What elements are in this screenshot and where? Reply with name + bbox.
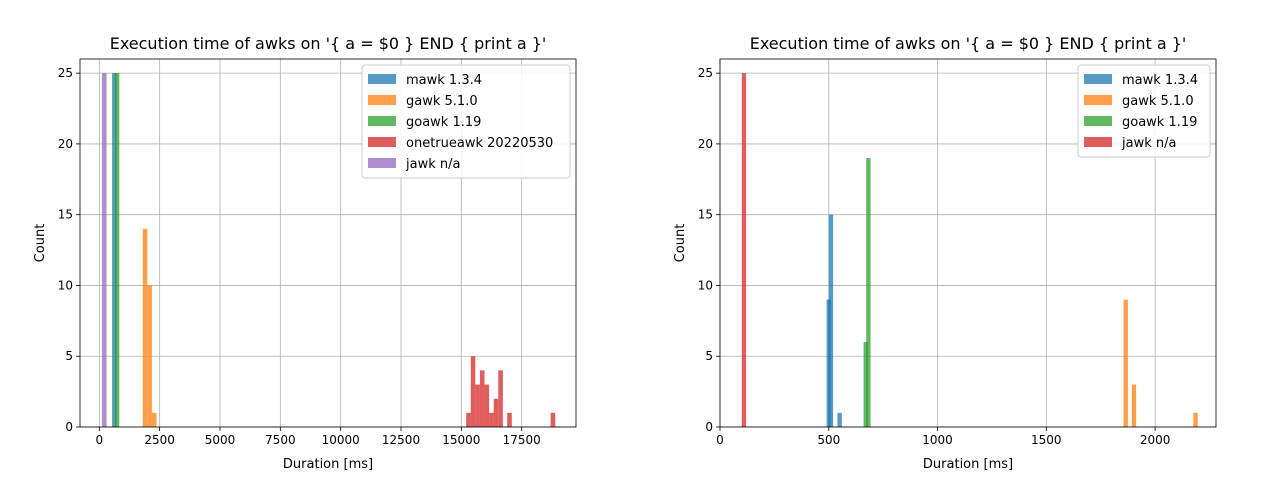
chart-left-legend-swatch <box>368 95 396 105</box>
chart-left-legend-swatch <box>368 137 396 147</box>
chart-left-xtick-label: 15000 <box>442 433 480 447</box>
chart-left-xlabel: Duration [ms] <box>283 457 373 472</box>
chart-right-bar <box>828 214 834 427</box>
chart-right-xtick-label: 1000 <box>922 433 953 447</box>
chart-right-bar <box>741 73 747 428</box>
chart-left-bar <box>550 412 556 427</box>
chart-left-bar <box>101 73 107 428</box>
chart-left-ylabel: Count <box>33 224 48 263</box>
chart-left-xtick-label: 2500 <box>144 433 175 447</box>
chart-right-legend-swatch <box>1084 74 1112 84</box>
chart-right-bar <box>1131 384 1137 427</box>
chart-left-xtick-label: 7500 <box>265 433 296 447</box>
chart-right-bar <box>837 412 842 427</box>
chart-left-ytick-label: 0 <box>65 420 73 434</box>
chart-left-xtick-label: 0 <box>95 433 103 447</box>
chart-right-ytick-label: 15 <box>698 208 713 222</box>
chart-right-xtick-label: 1500 <box>1031 433 1062 447</box>
chart-left-bar <box>114 73 120 428</box>
chart-right-ytick-label: 0 <box>705 420 713 434</box>
chart-left-xtick-label: 5000 <box>205 433 236 447</box>
chart-left-ytick-label: 10 <box>58 278 73 292</box>
chart-left-ticks: 0 2500 5000 7500 10000 12500 15000 17500 0 5 10 15 2… <box>58 66 541 447</box>
chart-right-ytick-label: 5 <box>705 349 713 363</box>
chart-left-bar <box>484 384 490 427</box>
chart-right: Execution time of awks on '{ a = $0 } EN… <box>673 34 1217 472</box>
chart-right-bar <box>866 158 871 428</box>
chart-right-ytick-label: 20 <box>698 137 713 151</box>
chart-right-xtick-label: 2000 <box>1140 433 1171 447</box>
chart-right-axes-frame <box>719 58 1217 428</box>
chart-left-bar <box>142 228 148 427</box>
chart-left-xtick-label: 10000 <box>322 433 360 447</box>
chart-right-bar <box>1123 299 1128 427</box>
chart-left-bar <box>470 356 476 427</box>
chart-left-bar <box>498 370 503 427</box>
chart-right-legend-frame <box>1077 64 1211 158</box>
chart-left-legend-frame <box>361 64 571 179</box>
chart-left-legend: mawk 1.3.4 gawk 5.1.0 goawk 1.19 onetrueawk… <box>361 64 571 179</box>
chart-right-legend-swatch <box>1084 95 1112 105</box>
chart-right-legend-label: mawk 1.3.4 <box>1122 73 1198 88</box>
chart-left-bar <box>489 412 494 427</box>
chart-right-xtick-label: 500 <box>817 433 840 447</box>
chart-left-bar <box>147 285 152 427</box>
chart-right-ytick-label: 25 <box>698 66 713 80</box>
chart-right-legend-label: jawk n/a <box>1121 136 1176 151</box>
chart-left-axes-frame <box>79 58 577 428</box>
chart-right-legend-swatch <box>1084 116 1112 126</box>
chart-right-bar <box>1193 412 1198 427</box>
chart-left-legend-swatch <box>368 116 396 126</box>
chart-left-bar <box>466 412 471 427</box>
chart-left-legend-swatch <box>368 74 396 84</box>
chart-left-bar <box>475 384 480 427</box>
chart-left-legend-label: onetrueawk 20220530 <box>406 136 553 151</box>
chart-right-legend-swatch <box>1084 137 1112 147</box>
chart-left-legend-label: jawk n/a <box>405 157 460 172</box>
chart-left-ytick-label: 15 <box>58 208 73 222</box>
chart-left-legend-label: gawk 5.1.0 <box>406 94 478 109</box>
chart-right-ticks: 0 500 1000 1500 2000 0 5 10 15 20 25 <box>698 66 1171 447</box>
chart-right-legend-label: goawk 1.19 <box>1122 115 1197 130</box>
chart-right-legend: mawk 1.3.4 gawk 5.1.0 goawk 1.19 jawk n/a <box>1077 64 1211 158</box>
chart-right-title: Execution time of awks on '{ a = $0 } EN… <box>750 34 1187 53</box>
chart-left-title: Execution time of awks on '{ a = $0 } EN… <box>110 34 547 53</box>
chart-left-bars <box>101 73 556 428</box>
chart-left-bar <box>112 73 117 428</box>
chart-left-ytick-label: 20 <box>58 137 73 151</box>
chart-right-ytick-label: 10 <box>698 278 713 292</box>
chart-left-ytick-label: 25 <box>58 66 73 80</box>
chart-left-bar <box>151 412 157 427</box>
chart-left-ytick-label: 5 <box>65 349 73 363</box>
chart-left-xtick-label: 17500 <box>503 433 541 447</box>
chart-right-bar <box>863 342 868 427</box>
chart-left-bar <box>479 370 485 427</box>
chart-left-legend-label: mawk 1.3.4 <box>406 73 482 88</box>
chart-right-ylabel: Count <box>673 224 688 263</box>
chart-right-xtick-label: 0 <box>716 433 724 447</box>
chart-right-legend-label: gawk 5.1.0 <box>1122 94 1194 109</box>
chart-right-xlabel: Duration [ms] <box>923 457 1013 472</box>
chart-left-bar <box>507 412 512 427</box>
chart-left-legend-swatch <box>368 158 396 168</box>
chart-left: Execution time of awks on '{ a = $0 } EN… <box>33 34 577 472</box>
chart-left-xtick-label: 12500 <box>382 433 420 447</box>
chart-right-bars <box>741 73 1198 428</box>
chart-left-bar <box>493 398 499 427</box>
chart-left-legend-label: goawk 1.19 <box>406 115 481 130</box>
